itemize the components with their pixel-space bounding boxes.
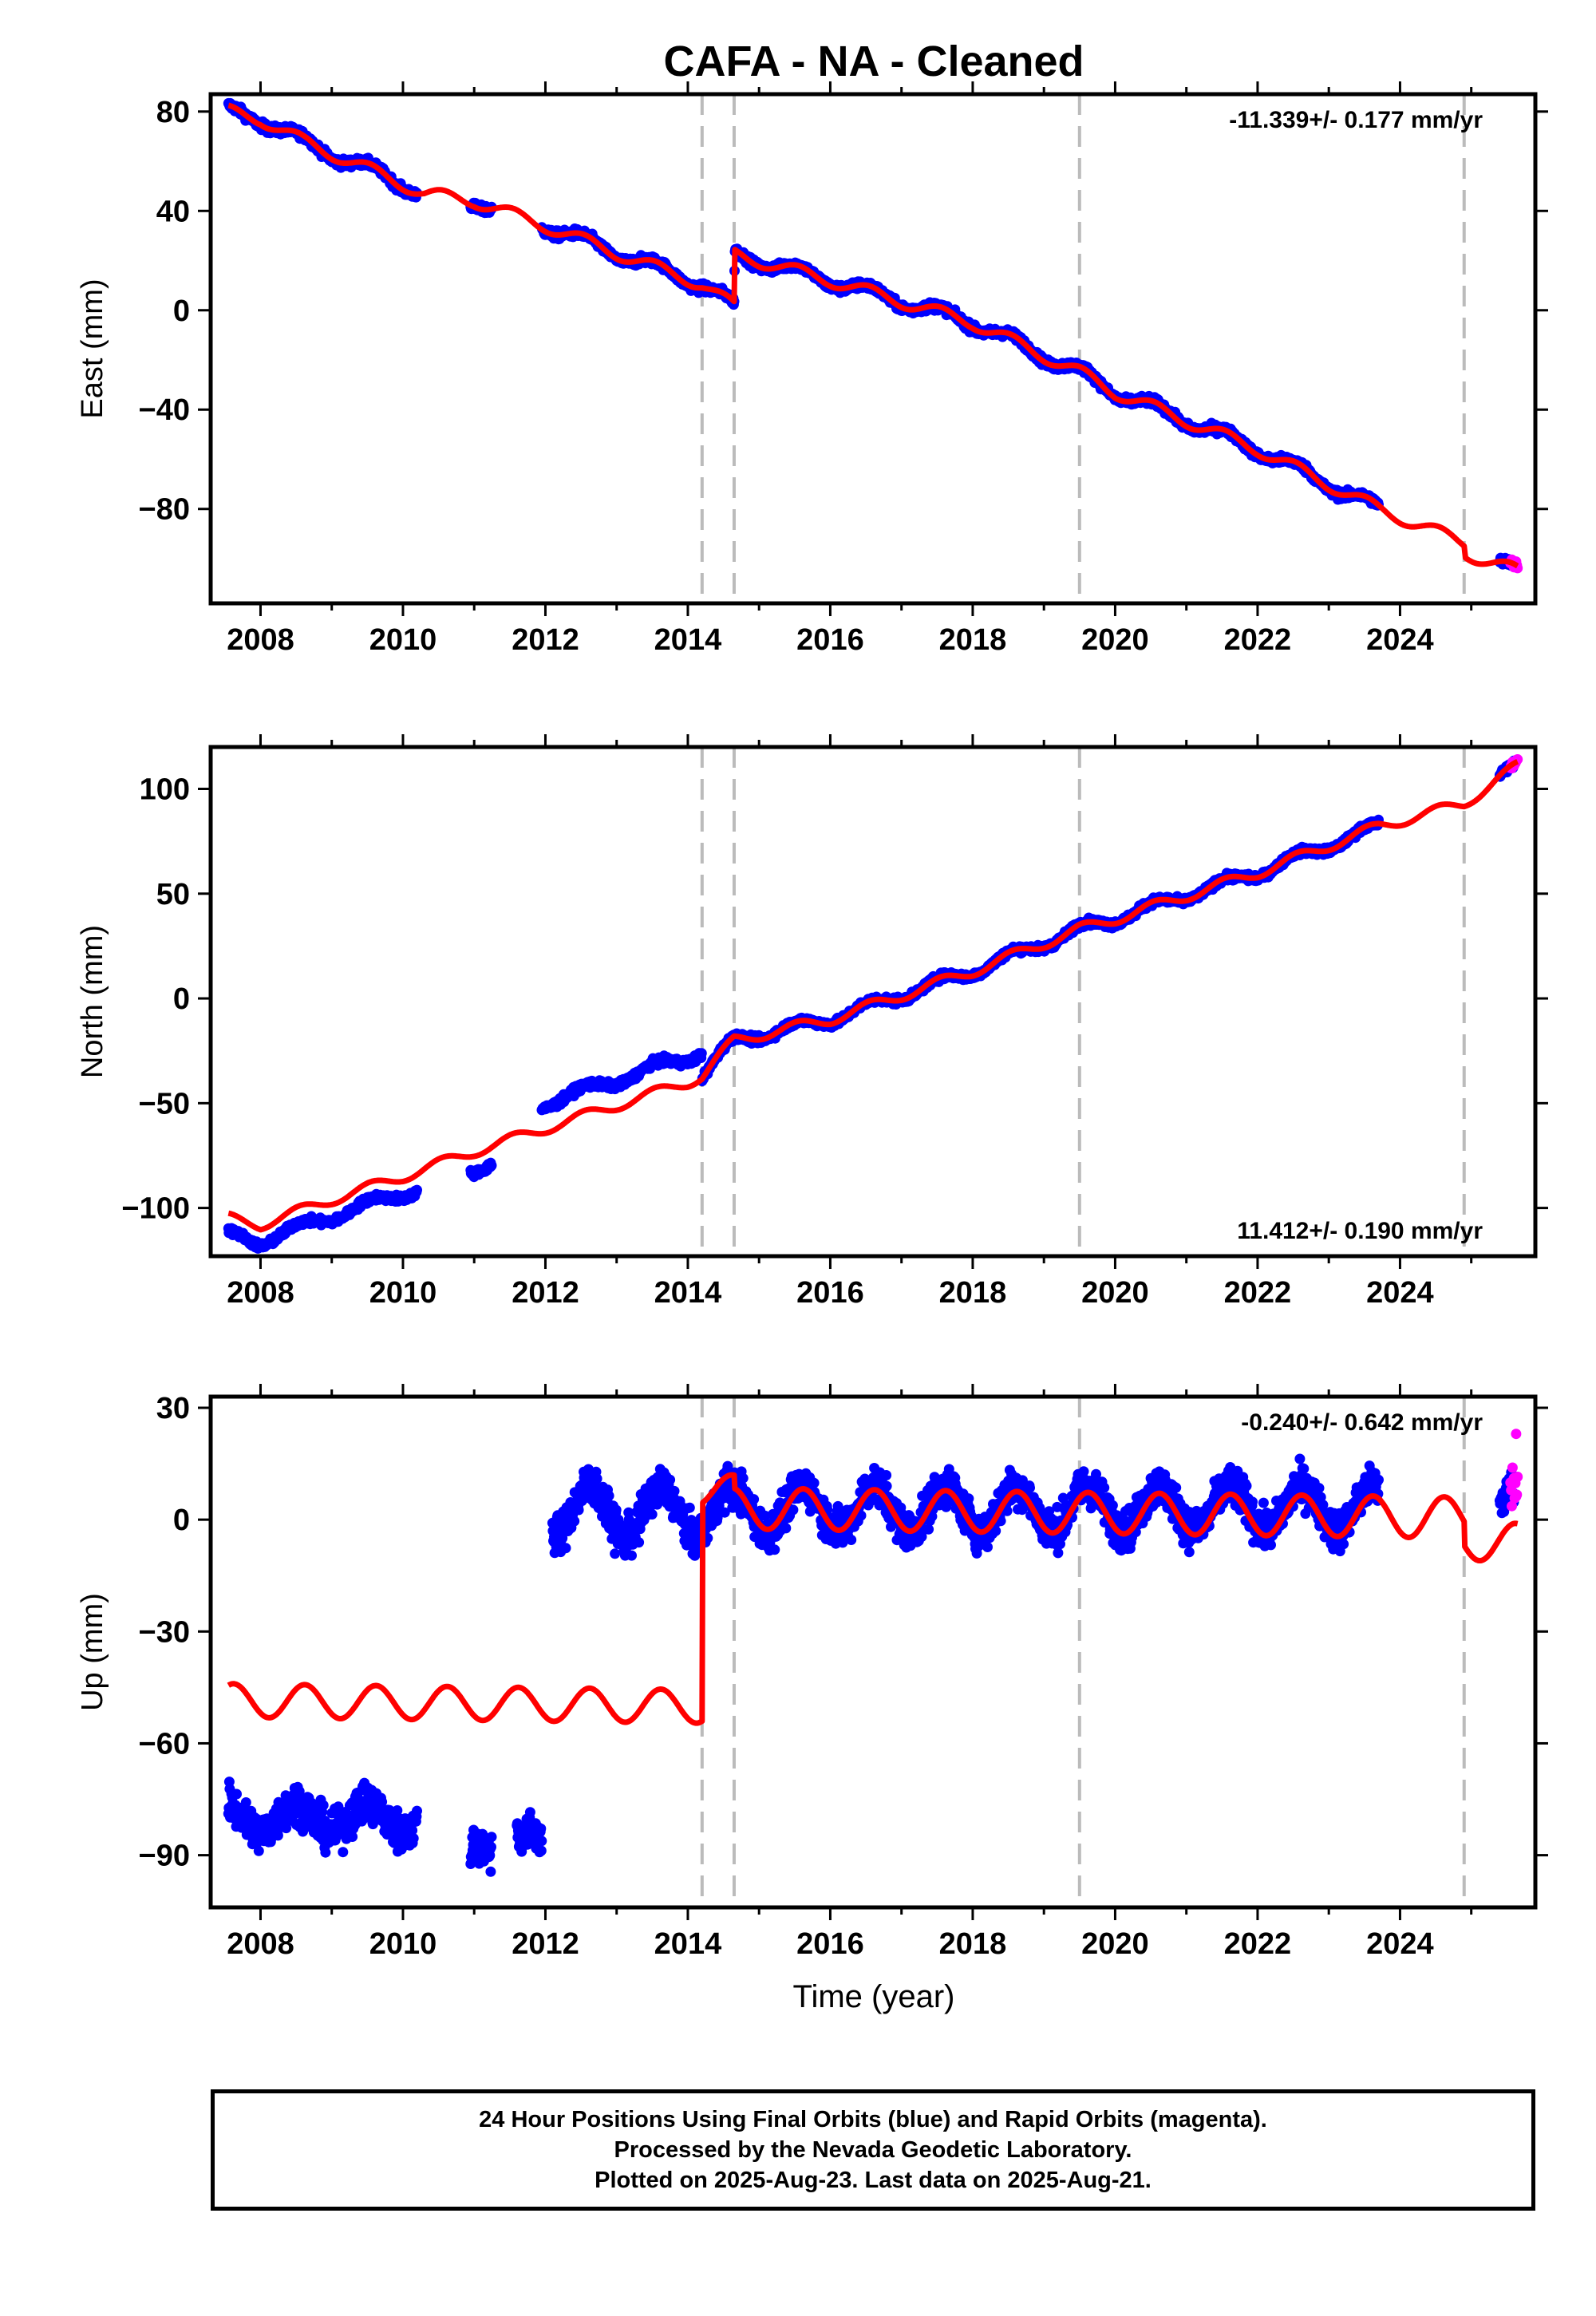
y-tick-label: 40 <box>156 195 190 228</box>
y-tick-label: 80 <box>156 96 190 129</box>
y-tick-label: −80 <box>139 493 190 527</box>
panel-north: 2008 2010 2012 2014 2016 2018 2020 2022 2024−100… <box>76 734 1548 1310</box>
x-tick-label: 2018 <box>939 623 1007 657</box>
plot-frame <box>208 92 1538 606</box>
model-line <box>226 102 1520 569</box>
x-tick-label: 2010 <box>369 623 437 657</box>
x-tick-label: 2022 <box>1224 623 1292 657</box>
data-points-east <box>223 97 1523 574</box>
panel-east: 2008 2010 2012 2014 2016 2018 2020 2022 2024 −80 −… <box>76 81 1548 657</box>
x-tick-label: 2024 <box>1366 623 1434 657</box>
y-axis-label: East (mm) <box>76 279 109 418</box>
data-points-north <box>223 754 1523 1254</box>
x-tick-label: 2008 <box>227 623 294 657</box>
chart-title: CAFA - NA - Cleaned <box>663 38 1084 85</box>
x-tick-label: 2014 <box>654 623 722 657</box>
data-point <box>412 1184 422 1196</box>
x-tick-label: 2020 <box>1081 623 1149 657</box>
x-tick-label: 2012 <box>512 623 579 657</box>
x-tick-label: 2016 <box>796 623 864 657</box>
data-point <box>696 1048 707 1059</box>
rate-text: -11.339+/- 0.177 mm/yr <box>1229 107 1483 133</box>
data-point <box>486 1160 497 1171</box>
y-tick-label: −40 <box>139 393 190 427</box>
y-tick-label: 0 <box>173 294 190 328</box>
